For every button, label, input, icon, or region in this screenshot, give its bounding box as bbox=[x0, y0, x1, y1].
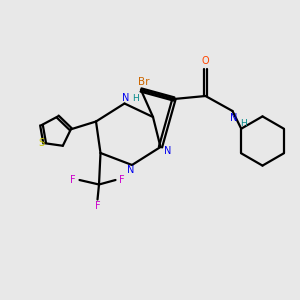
Text: N: N bbox=[230, 112, 238, 123]
Text: N: N bbox=[164, 146, 172, 156]
Text: Br: Br bbox=[138, 76, 150, 87]
Text: S: S bbox=[38, 138, 44, 148]
Text: N: N bbox=[127, 165, 134, 176]
Text: H: H bbox=[241, 118, 247, 127]
Text: O: O bbox=[202, 56, 209, 67]
Text: N: N bbox=[122, 93, 130, 103]
Text: H: H bbox=[133, 94, 139, 103]
Text: F: F bbox=[95, 201, 100, 211]
Text: F: F bbox=[119, 175, 125, 185]
Text: F: F bbox=[70, 175, 76, 185]
